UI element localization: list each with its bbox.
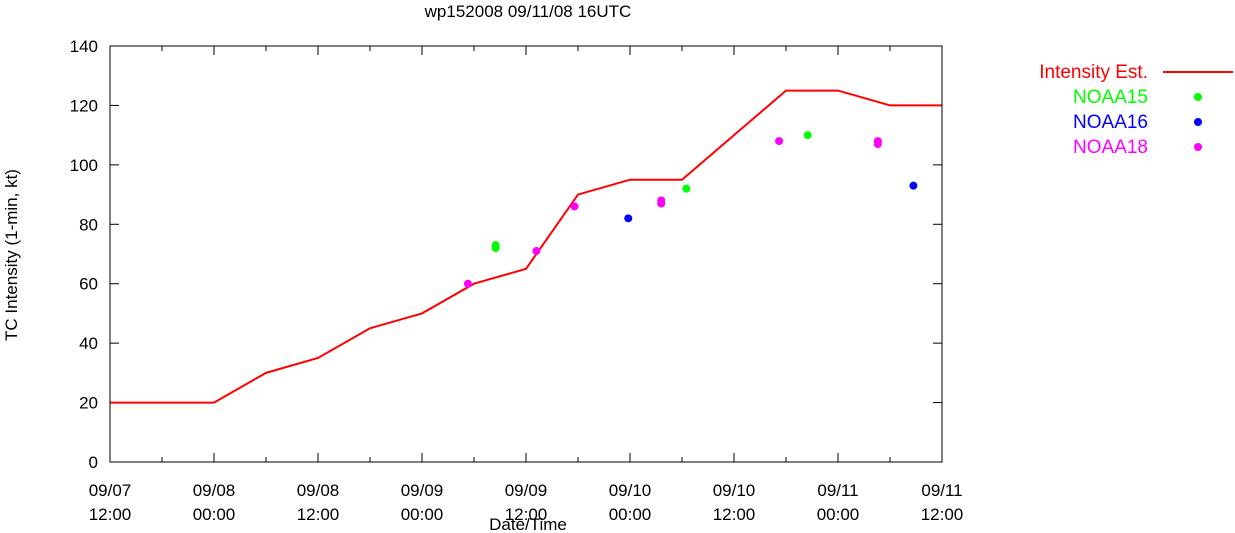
- x-tick-time: 12:00: [89, 505, 132, 524]
- series-line-intensity-est: [110, 89, 942, 404]
- x-tick-date: 09/11: [921, 481, 962, 500]
- y-tick-label: 0: [89, 453, 98, 472]
- y-tick-label: 140: [70, 37, 98, 56]
- x-tick-time: 00:00: [609, 505, 652, 524]
- x-tick-date: 09/08: [297, 481, 340, 500]
- x-axis-label: Date/Time: [489, 515, 567, 533]
- y-tick-label: 100: [70, 156, 98, 175]
- legend-swatch-dot: [1194, 143, 1202, 151]
- legend: Intensity Est. NOAA15 NOAA16 NOAA18: [1039, 62, 1233, 158]
- legend-label: Intensity Est.: [1039, 62, 1148, 83]
- plot-frame: [109, 45, 943, 463]
- y-tick-label: 60: [79, 275, 98, 294]
- data-point-noaa16: [909, 181, 918, 190]
- x-tick-date: 09/09: [401, 481, 444, 500]
- legend-swatch-dot: [1194, 93, 1202, 101]
- y-tick-label: 40: [79, 334, 98, 353]
- data-point-noaa16: [624, 214, 633, 223]
- x-tick-time: 12:00: [297, 505, 340, 524]
- y-axis-label: TC Intensity (1-min, kt): [2, 169, 21, 341]
- x-tick-date: 09/11: [817, 481, 858, 500]
- legend-label: NOAA15: [1073, 87, 1148, 108]
- data-point-noaa15: [803, 131, 812, 140]
- y-tick-label: 80: [79, 215, 98, 234]
- x-tick-time: 00:00: [193, 505, 236, 524]
- x-tick-date: 09/09: [505, 481, 548, 500]
- x-tick-date: 09/10: [609, 481, 652, 500]
- data-point-noaa15: [682, 184, 691, 193]
- y-tick-label: 120: [70, 96, 98, 115]
- data-point-noaa18: [532, 247, 541, 256]
- data-point-noaa15: [491, 241, 500, 250]
- chart-title: wp152008 09/11/08 16UTC: [424, 2, 632, 21]
- legend-swatch-dot: [1194, 118, 1202, 126]
- legend-label: NOAA16: [1073, 112, 1148, 133]
- data-point-noaa18: [657, 196, 666, 205]
- data-point-noaa18: [463, 279, 472, 288]
- x-tick-time: 00:00: [817, 505, 860, 524]
- data-point-noaa18: [570, 202, 579, 211]
- x-tick-time: 12:00: [505, 505, 548, 524]
- x-tick-date: 09/07: [89, 481, 132, 500]
- y-tick-label: 20: [79, 394, 98, 413]
- legend-label: NOAA18: [1073, 137, 1148, 158]
- x-tick-time: 12:00: [921, 505, 964, 524]
- x-tick-time: 00:00: [401, 505, 444, 524]
- x-axis: 09/07 12:00 09/08 00:00 09/08 12:00 09/09 00:00…: [89, 46, 964, 524]
- data-point-noaa18: [873, 137, 882, 146]
- data-point-noaa18: [775, 137, 784, 146]
- x-tick-date: 09/08: [193, 481, 236, 500]
- plot-area: [110, 89, 942, 404]
- x-tick-date: 09/10: [713, 481, 756, 500]
- y-axis: 0 20 40 60 80 100 120 140: [70, 37, 942, 472]
- x-tick-time: 12:00: [713, 505, 756, 524]
